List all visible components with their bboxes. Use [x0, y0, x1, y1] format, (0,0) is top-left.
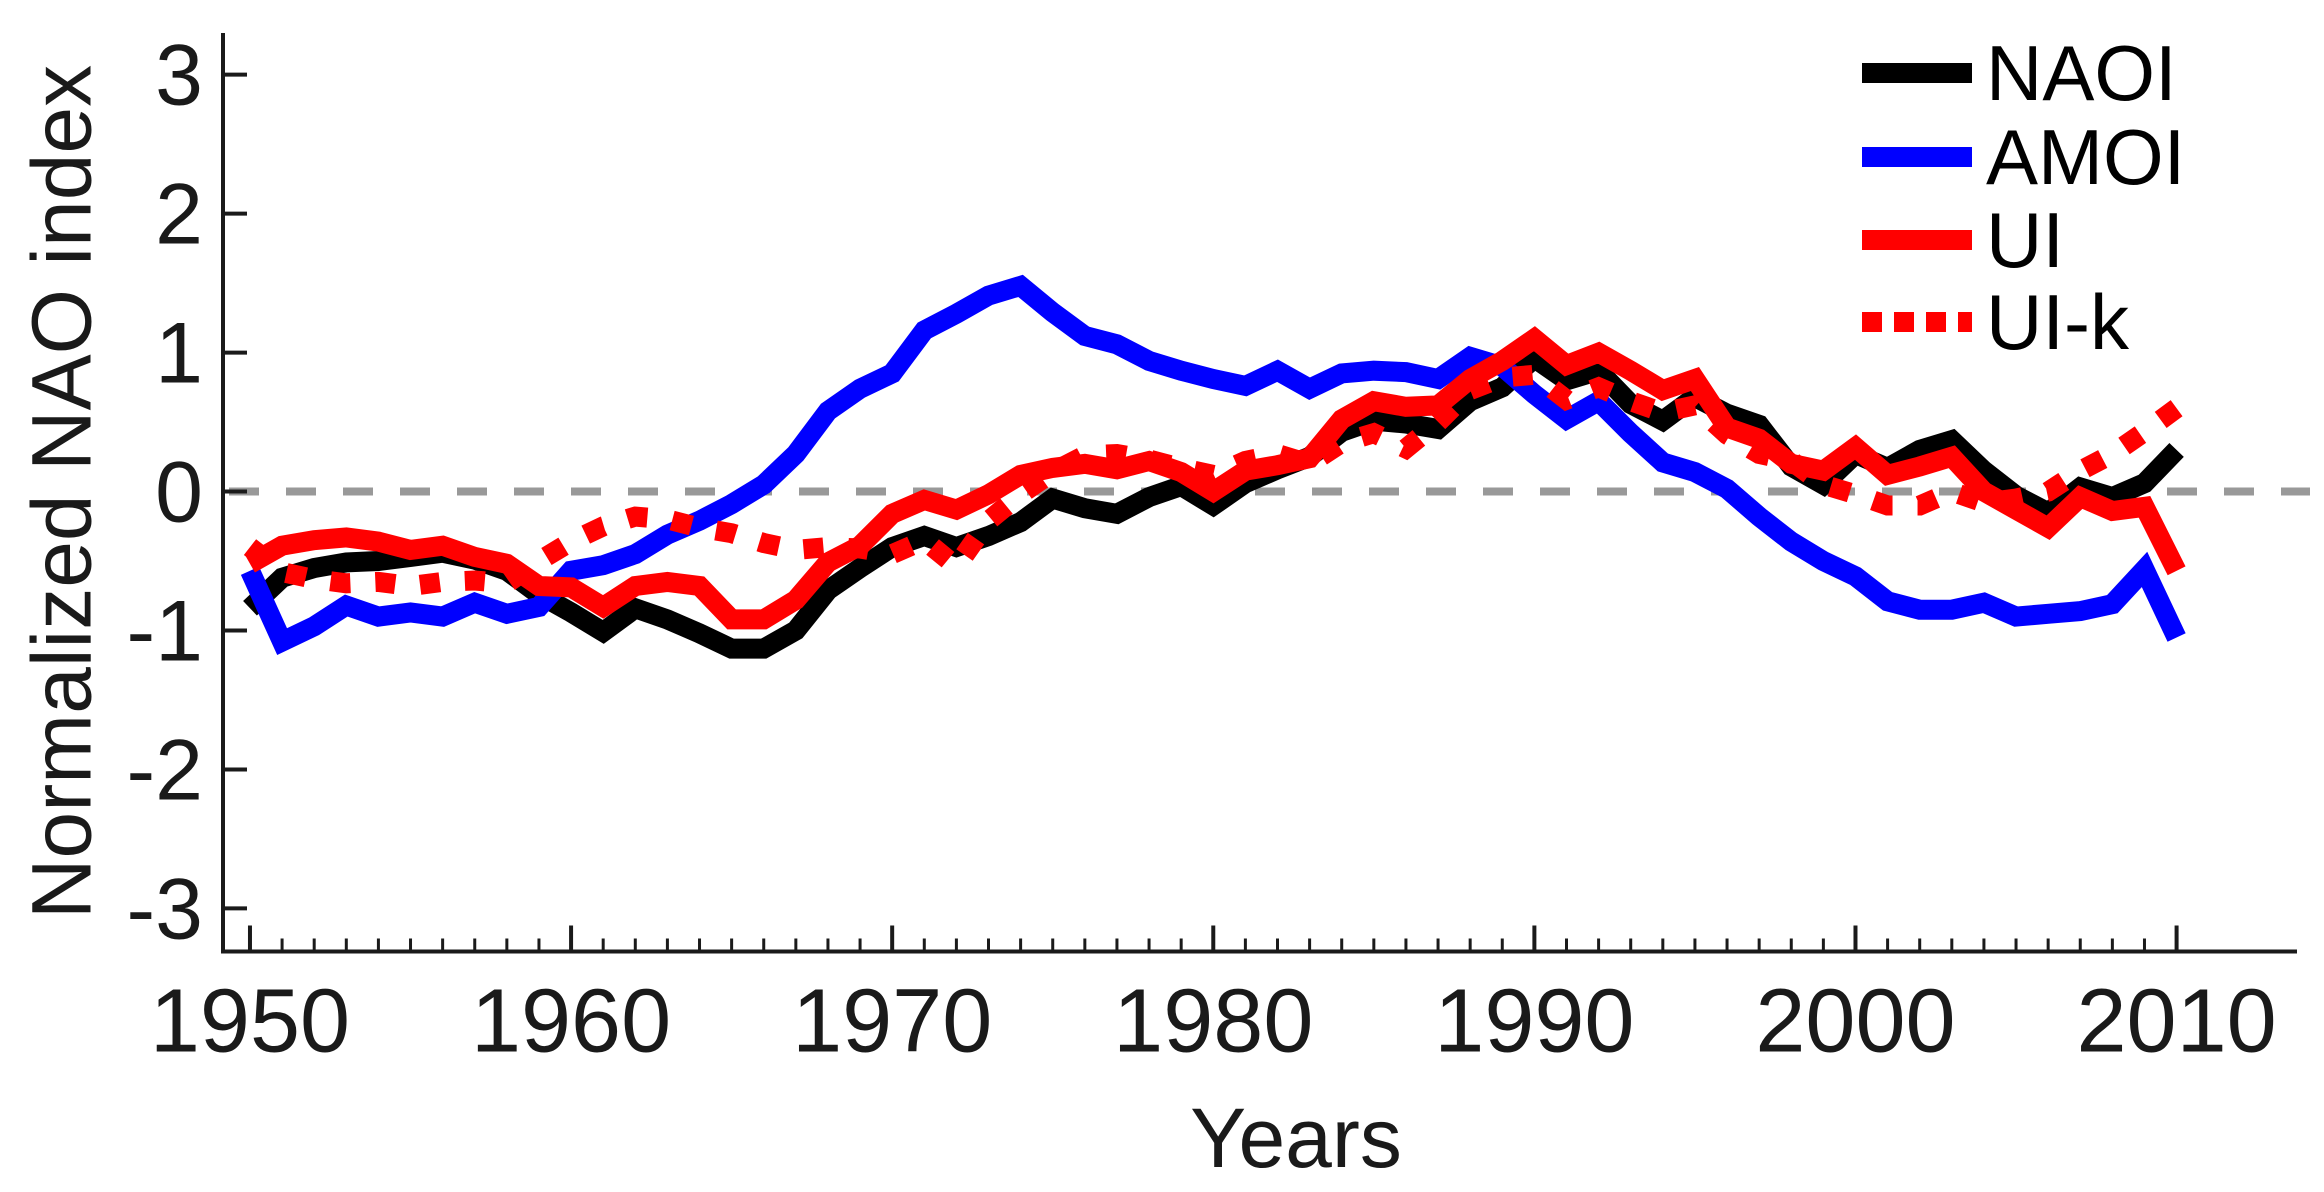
- x-tick-label: 2010: [2076, 972, 2276, 1072]
- axes-frame: [221, 33, 2297, 954]
- x-axis-label: Years: [1190, 1091, 1402, 1185]
- y-tick-label: 1: [155, 306, 203, 402]
- series-line-ui-k: [243, 364, 2183, 597]
- x-tick-label: 1950: [150, 972, 350, 1072]
- x-tick-label: 1980: [1113, 972, 1313, 1072]
- y-axis-label: Normalized NAO index: [14, 64, 109, 920]
- legend-label-amoi: AMOI: [1986, 113, 2185, 201]
- x-tick-label: 1990: [1434, 972, 1634, 1072]
- x-tick-label: 1970: [792, 972, 992, 1072]
- series-line-ui: [245, 326, 2186, 630]
- x-tick-label: 1960: [471, 972, 671, 1072]
- y-tick-label: 2: [155, 167, 203, 263]
- y-tick-label: 0: [155, 445, 203, 541]
- x-tick-label: 2000: [1755, 972, 1955, 1072]
- legend-label-ui-k: UI-k: [1986, 278, 2130, 366]
- y-tick-label: -2: [127, 722, 203, 818]
- y-tick-label: -1: [127, 584, 203, 680]
- legend-label-ui: UI: [1986, 196, 2064, 284]
- y-tick-label: -3: [127, 861, 203, 957]
- series-line-amoi: [240, 274, 2186, 656]
- y-tick-label: 3: [155, 28, 203, 124]
- legend-label-naoi: NAOI: [1986, 29, 2177, 117]
